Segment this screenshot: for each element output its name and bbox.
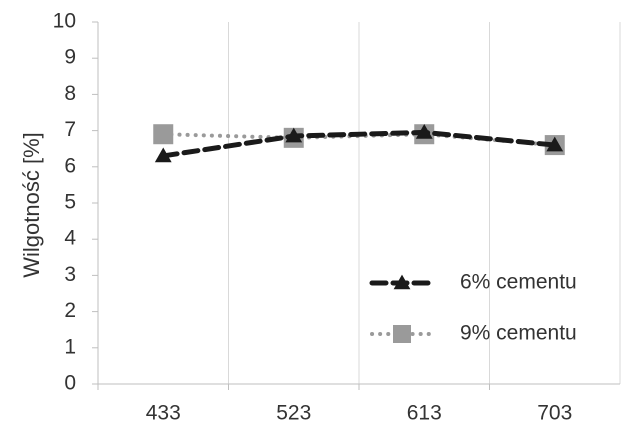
square-marker (153, 124, 174, 145)
triangle-marker (285, 127, 303, 143)
triangle-marker (415, 124, 433, 139)
x-tick-label: 703 (537, 402, 572, 425)
legend: 6% cementu 9% cementu (369, 271, 577, 345)
triangle-marker (546, 136, 564, 152)
legend-label: 9% cementu (460, 322, 577, 345)
y-tick-label: 0 (64, 372, 76, 395)
y-tick-label: 9 (64, 46, 76, 69)
y-tick-labels: 0 1 2 3 4 5 6 7 8 9 10 (53, 10, 98, 395)
triangle-marker (393, 274, 411, 290)
y-tick-label: 8 (64, 82, 76, 105)
y-tick-label: 5 (64, 191, 76, 214)
y-tick-label: 6 (64, 154, 76, 177)
triangle-marker (154, 147, 172, 163)
legend-label: 6% cementu (460, 271, 577, 294)
y-tick-label: 4 (64, 227, 76, 250)
y-axis-title: Wilgotność [%] (19, 132, 44, 278)
grid-lines (228, 22, 621, 384)
y-tick-label: 10 (53, 10, 76, 33)
square-marker (393, 325, 411, 343)
y-tick-label: 2 (64, 299, 76, 322)
legend-item: 9% cementu (370, 322, 577, 345)
legend-item: 6% cementu (369, 271, 577, 294)
series-1 (154, 124, 564, 163)
y-tick-label: 7 (64, 118, 76, 141)
x-tick-label: 433 (146, 402, 181, 425)
y-tick-label: 3 (64, 263, 76, 286)
x-tick-labels: 433 523 613 703 (97, 384, 572, 425)
x-tick-label: 523 (276, 402, 311, 425)
y-tick-label: 1 (64, 335, 76, 358)
series-group (153, 124, 565, 163)
series-line (160, 129, 558, 159)
x-tick-label: 613 (407, 402, 442, 425)
